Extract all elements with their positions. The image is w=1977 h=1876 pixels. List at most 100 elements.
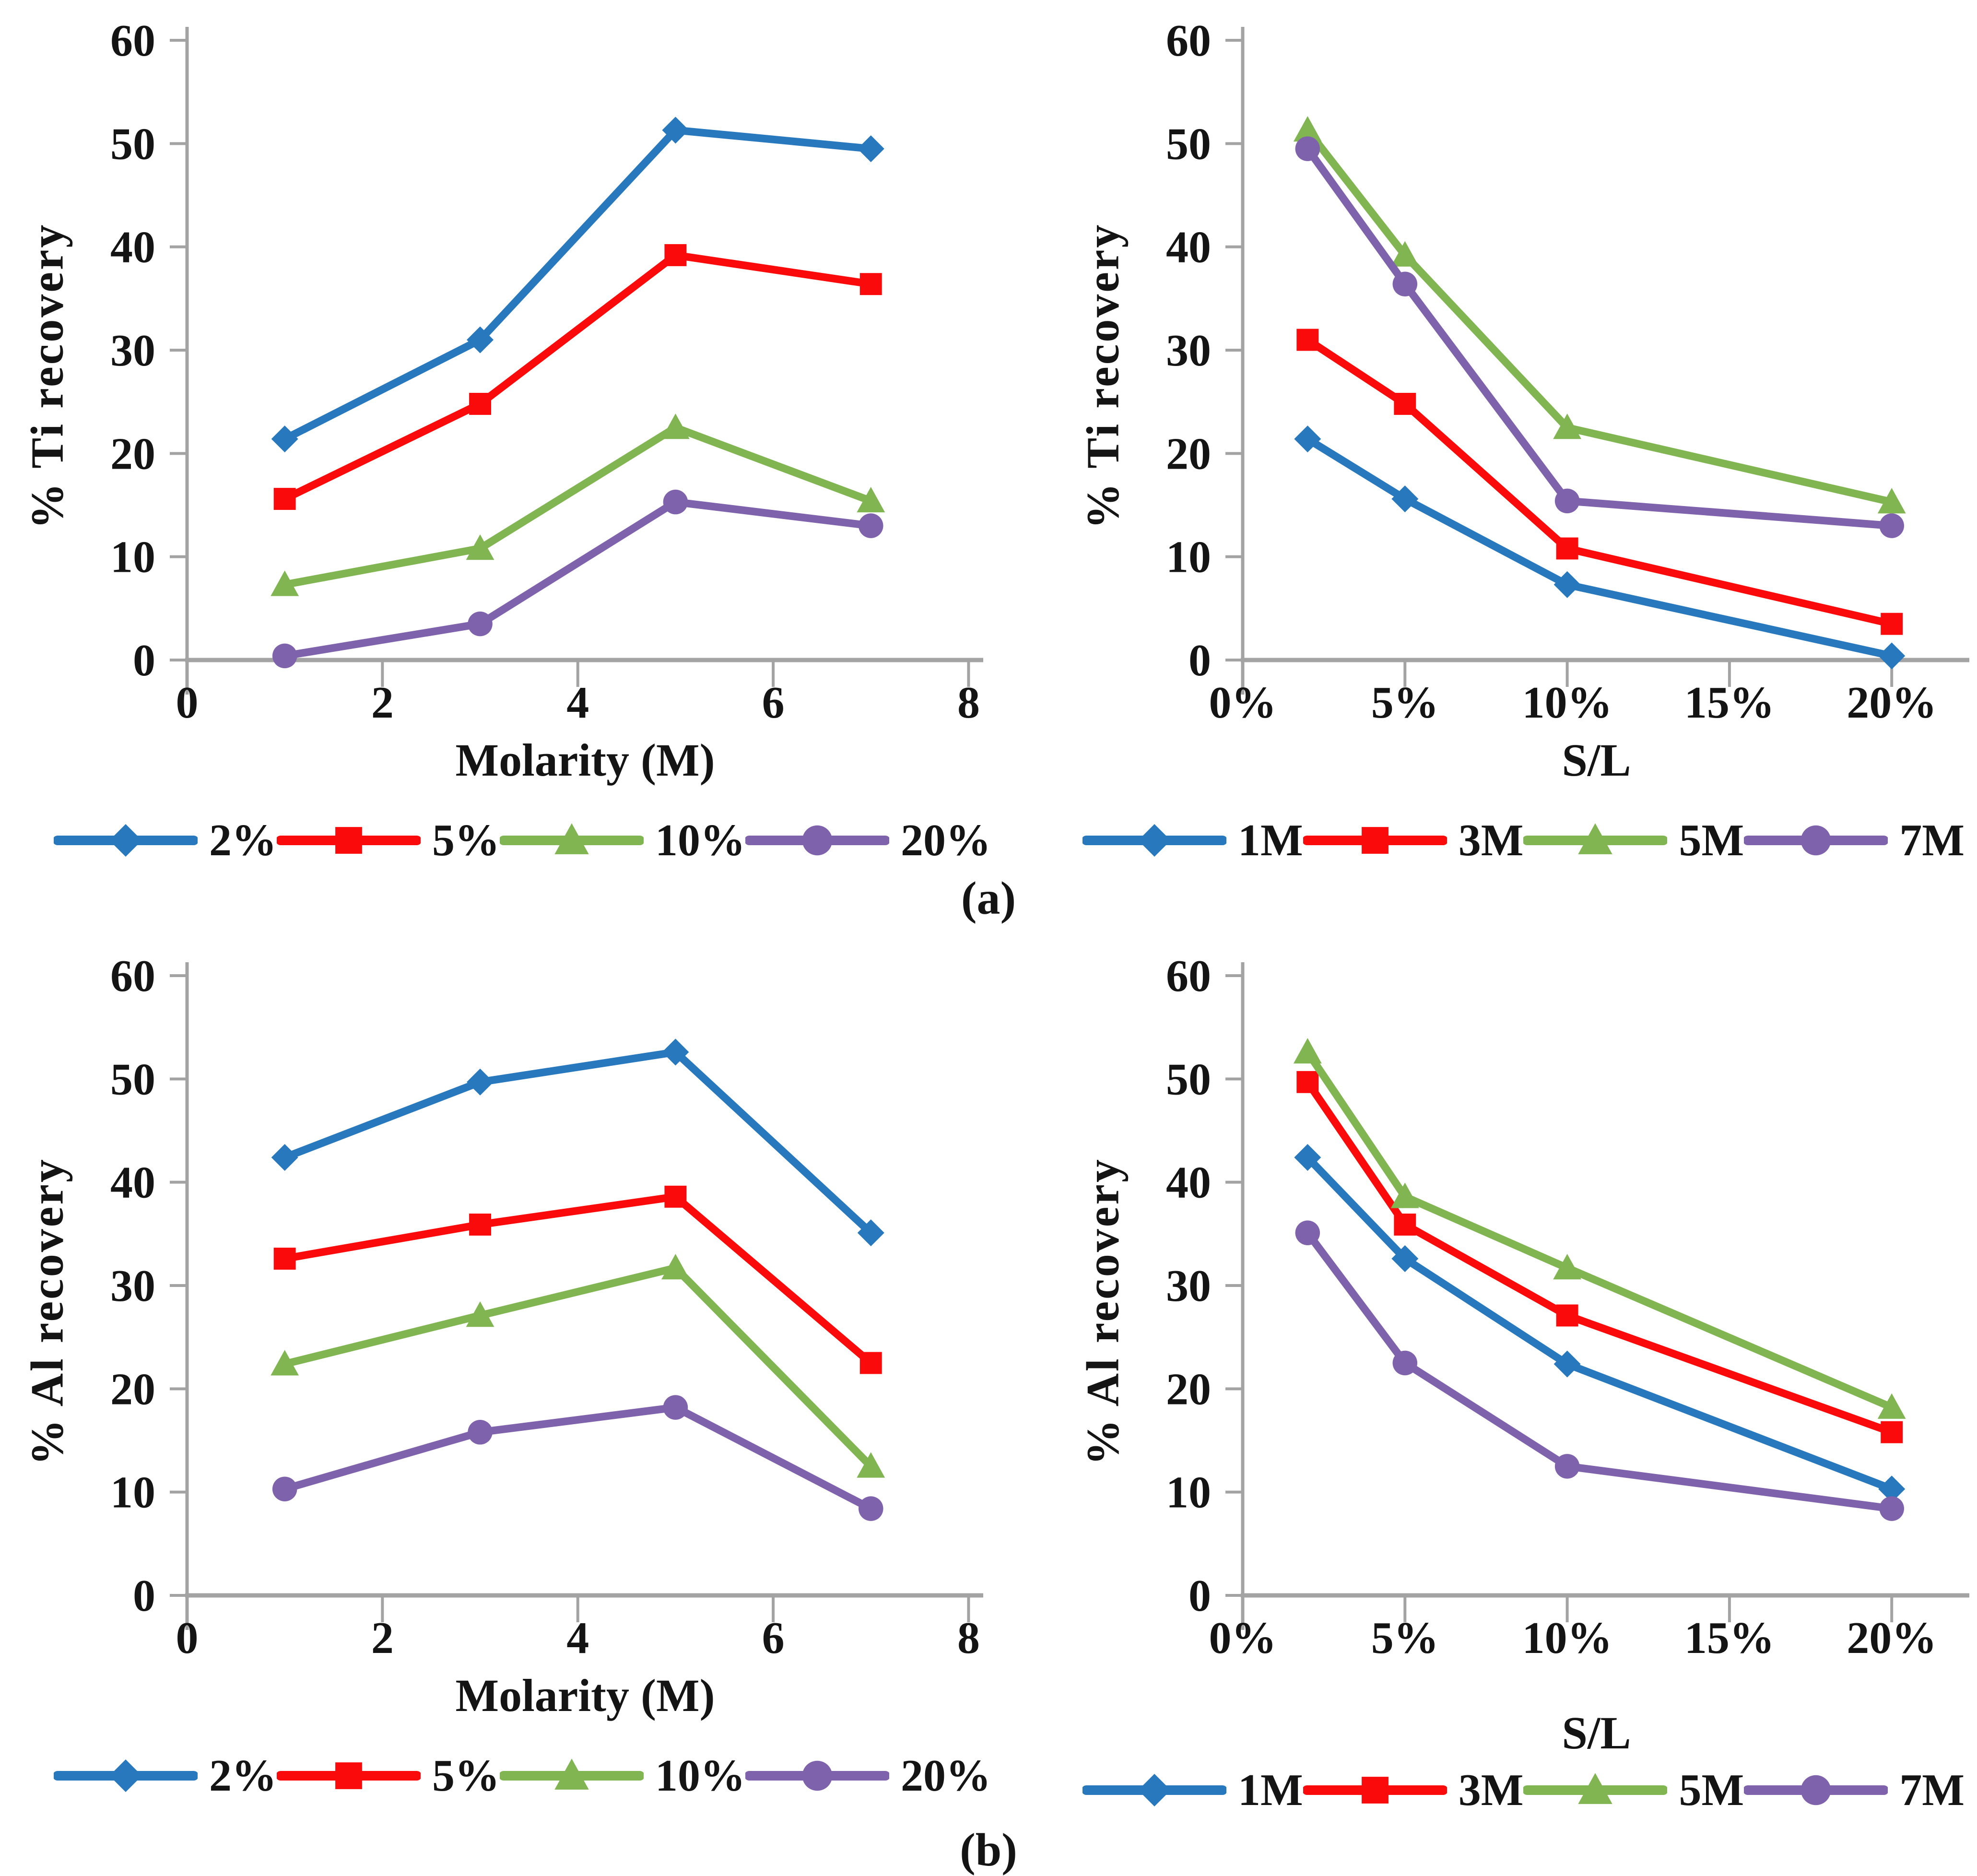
series-line-1m: [1304, 1153, 1896, 1493]
series-marker-1m-2: [1553, 1350, 1581, 1378]
circle-marker-icon: [745, 1760, 889, 1791]
legend-label: 1M: [1238, 1765, 1303, 1815]
y-axis-title: % Ti recovery: [21, 223, 73, 530]
y-tick-label: 50: [110, 119, 155, 169]
legend-marker: [1578, 1773, 1613, 1804]
y-tick-label: 40: [110, 1158, 155, 1208]
legend-item-7m: 7M: [1744, 1764, 1965, 1817]
legend-label: 7M: [1899, 1765, 1965, 1815]
x-tick-label: 0: [176, 1613, 199, 1663]
x-tick-label: 4: [566, 678, 589, 728]
legend-label: 20%: [901, 815, 991, 865]
series-marker-20%-1: [468, 611, 493, 637]
x-tick-label: 15%: [1684, 678, 1775, 728]
series-marker-10%-1: [466, 1301, 494, 1327]
series-marker-10%-1: [466, 534, 494, 560]
series-marker-10%-0: [271, 1350, 299, 1376]
series-marker-10%-3: [857, 1452, 885, 1478]
x-tick-label: 8: [957, 678, 980, 728]
legend-item-5m: 5M: [1523, 1764, 1744, 1817]
series-marker-2%-2: [662, 1038, 689, 1066]
y-tick-label: 30: [110, 326, 155, 376]
series-line-1m: [1304, 435, 1896, 660]
chart-legend: 1M 3M 5M 7M: [1083, 1761, 1965, 1819]
circle-marker-icon: [745, 825, 889, 856]
series-marker-2%-3: [857, 135, 884, 163]
panel-a-caption: (a): [961, 873, 1016, 924]
series-marker-5%-2: [664, 1185, 687, 1208]
circle-marker-icon: [1744, 825, 1888, 856]
chart-ti-vs-sl: % Ti recovery 0 10 20 30 40 50 60 0% 5% 10% 15% 20%…: [988, 0, 1977, 869]
y-tick-label: 30: [110, 1261, 155, 1311]
legend-item-2%: 2%: [54, 1749, 277, 1802]
series-line-5%: [281, 251, 875, 503]
series-line-7m: [1304, 145, 1896, 530]
line-chart-plot: 0 10 20 30 40 50 60 0 2 4 6 8: [110, 956, 983, 1663]
series-marker-5m-3: [1877, 488, 1906, 514]
diamond-marker-icon: [54, 1759, 198, 1792]
series-marker-5m-1: [1390, 241, 1419, 267]
y-tick-label: 0: [1189, 636, 1211, 685]
chart-legend: 2% 5% 10% 20%: [54, 812, 991, 869]
x-tick-label: 0: [176, 678, 199, 728]
series-marker-10%-0: [271, 570, 299, 596]
series-marker-7m-1: [1392, 1350, 1418, 1376]
series-marker-20%-2: [663, 489, 688, 515]
x-tick-label: 6: [762, 678, 785, 728]
x-tick-label: 10%: [1522, 1613, 1612, 1663]
series-marker-1m-0: [1294, 425, 1321, 453]
series-marker-2%-3: [857, 1219, 884, 1247]
series-marker-7m-0: [1295, 1220, 1320, 1245]
series-marker-7m-2: [1554, 488, 1580, 514]
legend-item-2%: 2%: [54, 814, 277, 867]
y-tick-label: 50: [110, 1054, 155, 1104]
chart-al-vs-sl: % Al recovery 0 10 20 30 40 50 60 0% 5% 10% 15% 20%…: [988, 923, 1977, 1819]
series-marker-5%-2: [664, 244, 687, 266]
legend-item-1m: 1M: [1083, 814, 1303, 867]
y-tick-label: 20: [110, 429, 155, 479]
legend-item-20%: 20%: [745, 1749, 991, 1802]
square-marker-icon: [1303, 827, 1447, 854]
series-line-20%: [281, 1404, 875, 1513]
y-tick-label: 20: [1166, 429, 1211, 479]
series-marker-1m-3: [1878, 1475, 1906, 1503]
x-tick-label: 20%: [1847, 1613, 1937, 1663]
series-marker-2%-0: [271, 1144, 298, 1171]
series-marker-7m-3: [1879, 513, 1904, 538]
series-marker-2%-1: [467, 1068, 494, 1096]
y-tick-label: 0: [133, 636, 155, 685]
y-tick-label: 40: [1166, 223, 1211, 272]
series-marker-5m-2: [1553, 1253, 1582, 1280]
legend-label: 10%: [655, 1751, 745, 1801]
chart-legend: 2% 5% 10% 20%: [54, 1747, 991, 1805]
legend-item-5%: 5%: [277, 1749, 500, 1802]
y-tick-label: 40: [110, 223, 155, 272]
series-line-3m: [1304, 336, 1896, 628]
legend-marker: [554, 1758, 589, 1790]
series-marker-3m-0: [1296, 329, 1319, 351]
series-line-5%: [281, 1192, 875, 1367]
triangle-marker-icon: [500, 823, 644, 854]
legend-item-7m: 7M: [1744, 814, 1965, 867]
legend-marker: [335, 1762, 362, 1789]
x-axis-title: Molarity (M): [455, 1670, 715, 1721]
x-tick-label: 8: [957, 1613, 980, 1663]
series-line-20%: [281, 498, 875, 660]
series-marker-5%-3: [859, 1352, 882, 1374]
series-marker-1m-3: [1878, 642, 1906, 670]
legend-label: 2%: [209, 1751, 277, 1801]
chart-al-vs-molarity: % Al recovery 0 10 20 30 40 50 60 0 2 4 6 8 Molarit…: [0, 923, 991, 1819]
legend-label: 5%: [432, 815, 500, 865]
legend-label: 5%: [432, 1751, 500, 1801]
line-chart-plot: 0 10 20 30 40 50 60 0% 5% 10% 15% 20%: [1166, 956, 1969, 1663]
series-marker-5%-1: [469, 393, 492, 415]
series-marker-3m-0: [1296, 1071, 1319, 1093]
triangle-marker-icon: [1523, 1773, 1668, 1804]
series-marker-3m-1: [1394, 393, 1416, 415]
legend-label: 5M: [1679, 815, 1744, 865]
legend-label: 10%: [655, 815, 745, 865]
series-marker-20%-2: [663, 1395, 688, 1420]
diamond-marker-icon: [54, 824, 198, 857]
series-marker-20%-0: [272, 1476, 297, 1501]
